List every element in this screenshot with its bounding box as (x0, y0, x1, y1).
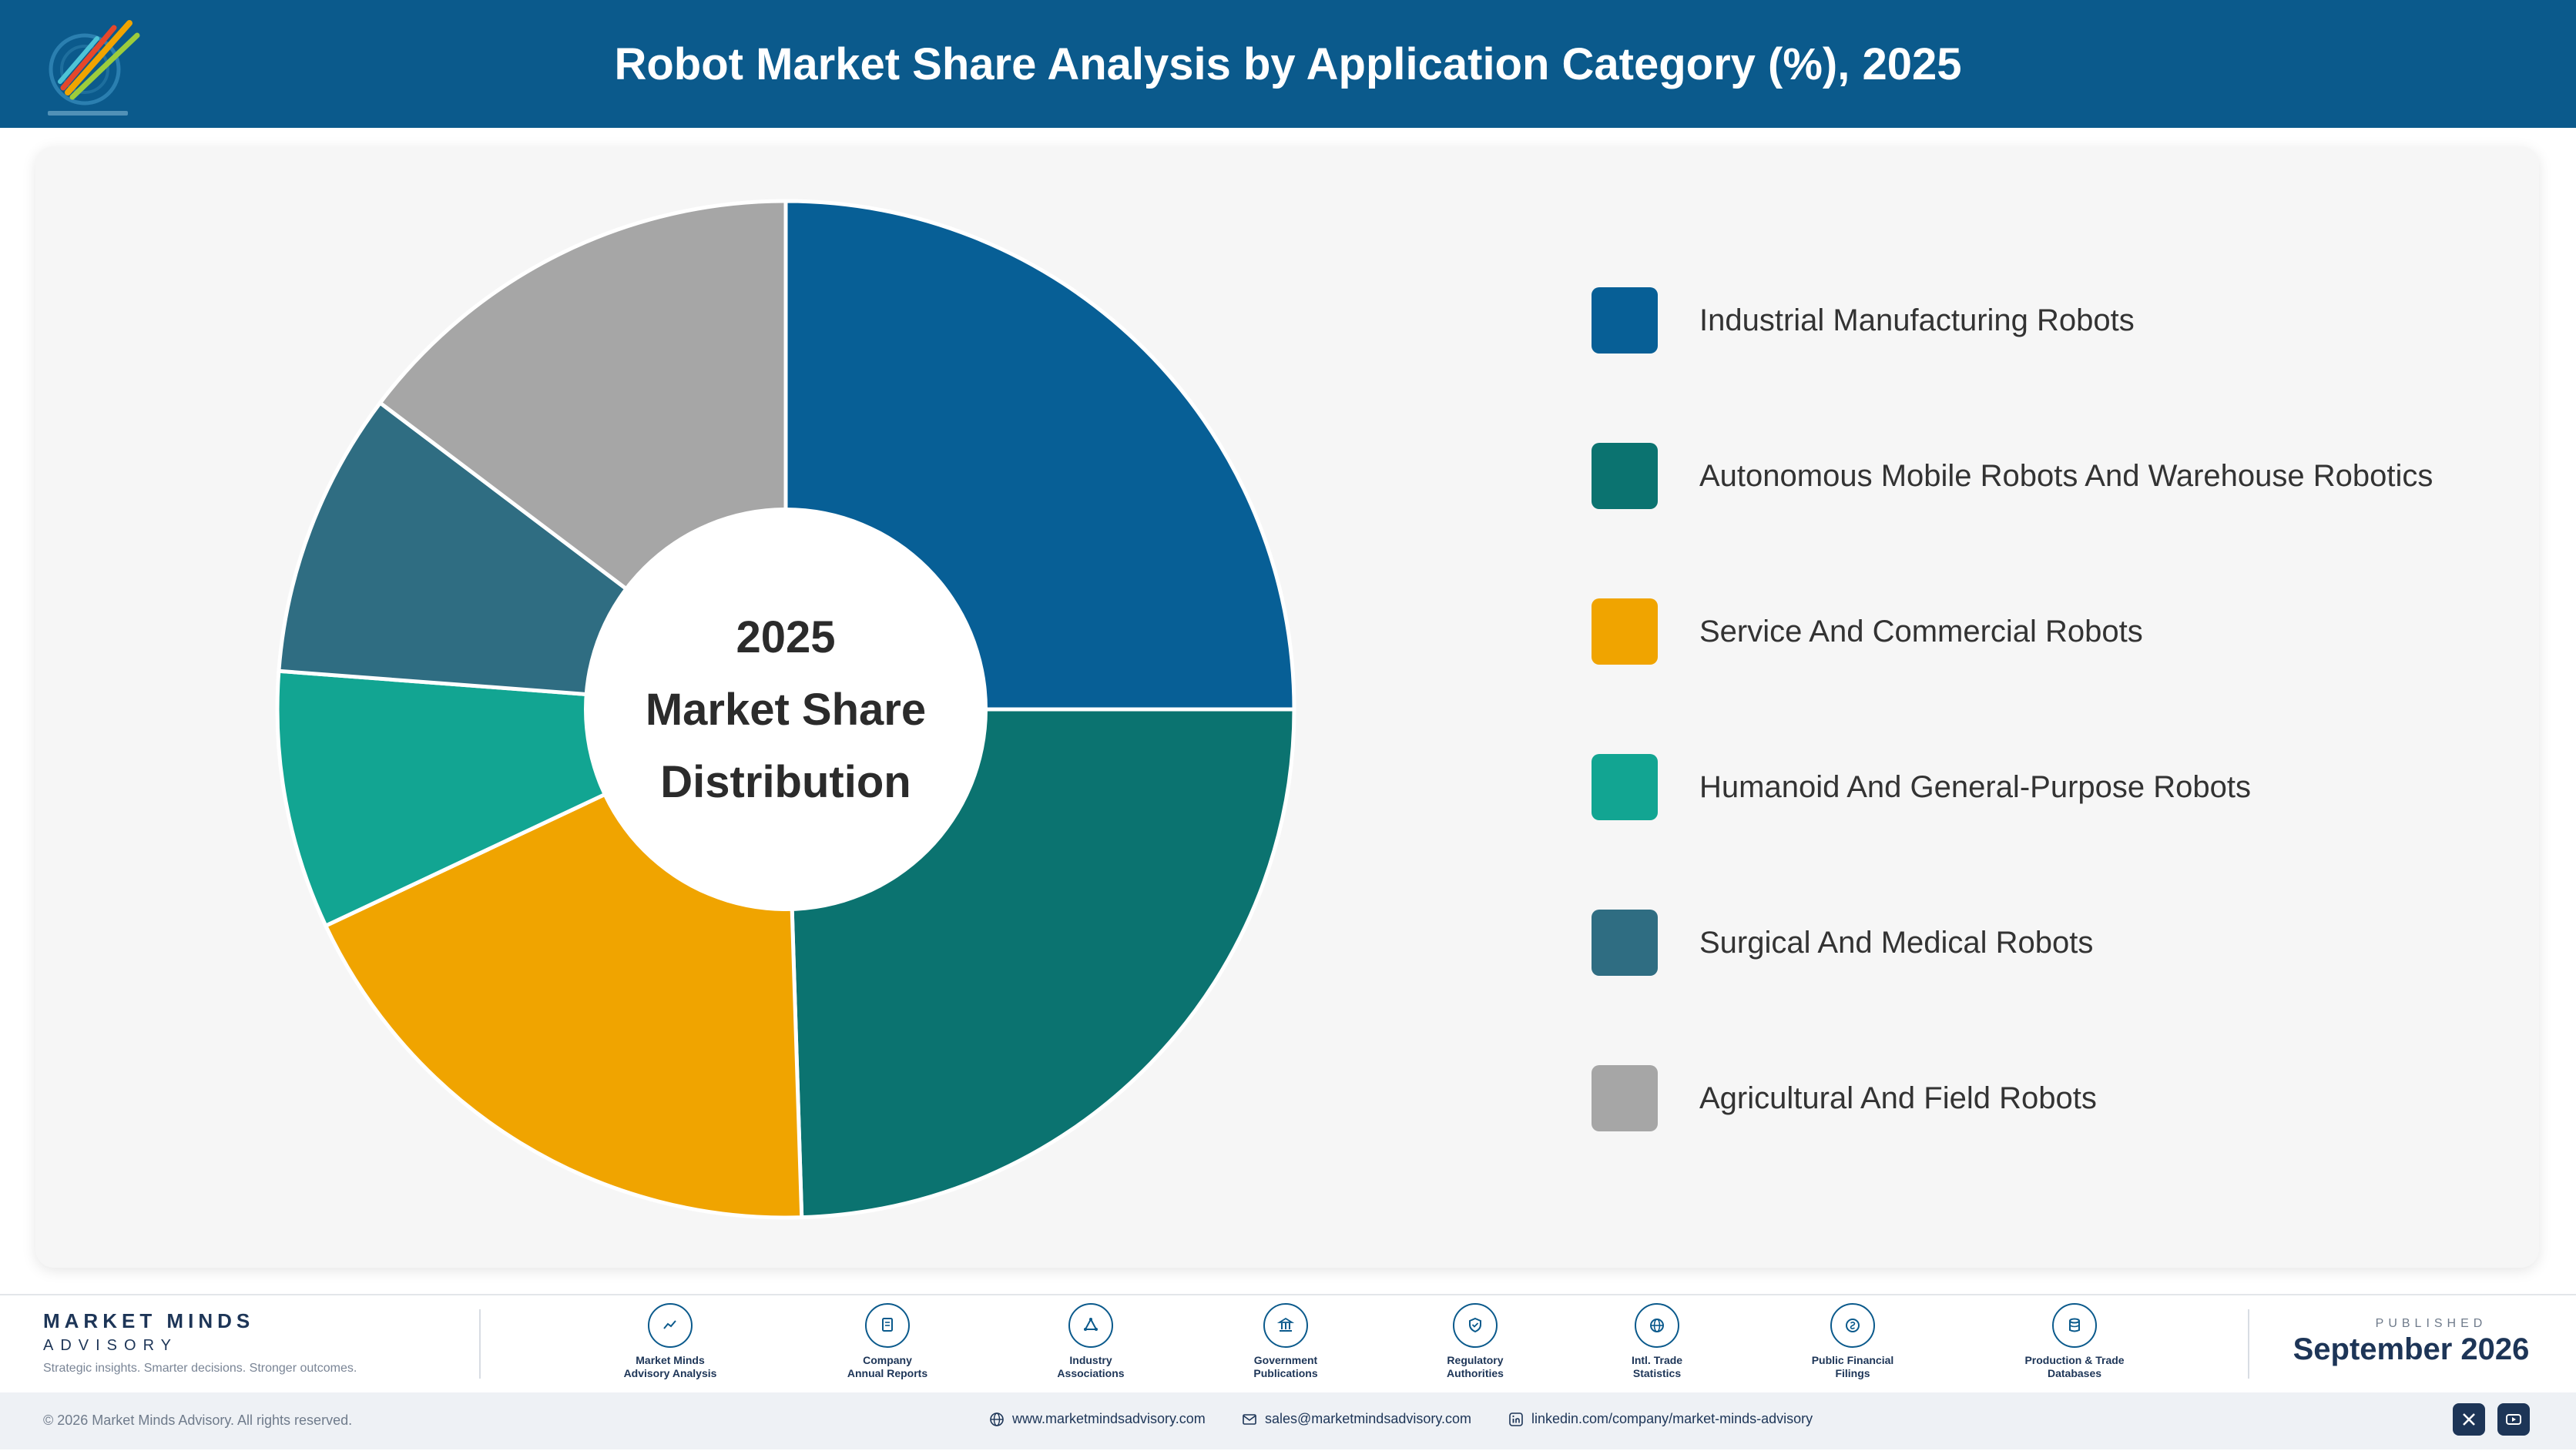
shield-icon (1453, 1303, 1498, 1348)
legend-swatch (1592, 443, 1658, 509)
legend-swatch (1592, 287, 1658, 354)
legend-item: Surgical And Medical Robots (1592, 910, 2093, 976)
legend-swatch (1592, 598, 1658, 665)
data-source-item: Government Publications (1209, 1303, 1363, 1380)
email-text: sales@marketmindsadvisory.com (1265, 1411, 1472, 1426)
linkedin-link[interactable]: linkedin.com/company/market-minds-adviso… (1508, 1411, 1813, 1427)
network-icon (1068, 1303, 1113, 1348)
published-label: PUBLISHED (2375, 1317, 2487, 1330)
data-source-item: Public Financial Filings (1776, 1303, 1930, 1380)
email-link[interactable]: sales@marketmindsadvisory.com (1242, 1411, 1471, 1427)
legend-label: Autonomous Mobile Robots And Warehouse R… (1699, 458, 2433, 493)
published-date: September 2026 (2293, 1332, 2530, 1366)
data-source-label: Public Financial Filings (1811, 1354, 1894, 1379)
legend-label: Service And Commercial Robots (1699, 614, 2143, 648)
linkedin-text: linkedin.com/company/market-minds-adviso… (1531, 1411, 1813, 1426)
footer-brand-subtitle: ADVISORY (43, 1337, 178, 1354)
legend-item: Autonomous Mobile Robots And Warehouse R… (1592, 443, 2433, 509)
legend-label: Agricultural And Field Robots (1699, 1081, 2097, 1115)
globe-icon (990, 1412, 1004, 1426)
copyright-text: © 2026 Market Minds Advisory. All rights… (43, 1412, 353, 1428)
data-source-label: Government Publications (1253, 1354, 1318, 1379)
data-source-label: Industry Associations (1057, 1354, 1125, 1379)
data-source-item: Market Minds Advisory Analysis (593, 1303, 747, 1380)
legend-item: Agricultural And Field Robots (1592, 1065, 2097, 1131)
data-source-label: Market Minds Advisory Analysis (623, 1354, 717, 1379)
website-text: www.marketmindsadvisory.com (1012, 1411, 1206, 1426)
website-link[interactable]: www.marketmindsadvisory.com (989, 1411, 1206, 1427)
legend-label: Surgical And Medical Robots (1699, 925, 2094, 960)
globe-icon (1635, 1303, 1679, 1348)
legend-swatch (1592, 754, 1658, 820)
legend-item: Industrial Manufacturing Robots (1592, 287, 2135, 354)
data-source-item: Production & Trade Databases (1997, 1303, 2152, 1380)
database-icon (2052, 1303, 2097, 1348)
page-title: Robot Market Share Analysis by Applicati… (614, 39, 1962, 89)
footer-tagline: Strategic insights. Smarter decisions. S… (43, 1362, 357, 1375)
data-source-label: Company Annual Reports (847, 1354, 928, 1379)
center-label-line-2: Market Share (646, 685, 926, 735)
document-icon (865, 1303, 910, 1348)
chart-card: 2025 Market Share Distribution Industrial … (35, 146, 2539, 1268)
youtube-icon (2506, 1414, 2521, 1425)
x-icon (2463, 1413, 2475, 1426)
bottom-bar (0, 1392, 2576, 1449)
donut-center (584, 508, 988, 911)
brand-logo-icon (48, 20, 140, 116)
coin-icon (1830, 1303, 1875, 1348)
mail-icon (1243, 1413, 1256, 1425)
legend-swatch (1592, 910, 1658, 976)
center-label-line-1: 2025 (736, 612, 835, 662)
trend-icon (648, 1303, 693, 1348)
footer-divider (2248, 1309, 2249, 1379)
x-social-button[interactable] (2453, 1403, 2485, 1436)
pie-chart: 2025 Market Share Distribution (275, 199, 1296, 1220)
footer-brand-name: MARKET MINDS (43, 1309, 255, 1332)
legend-label: Humanoid And General-Purpose Robots (1699, 769, 2251, 804)
legend-swatch (1592, 1065, 1658, 1131)
youtube-social-button[interactable] (2497, 1403, 2530, 1436)
center-label-line-3: Distribution (660, 757, 911, 807)
data-source-item: Regulatory Authorities (1398, 1303, 1552, 1380)
data-source-item: Industry Associations (1014, 1303, 1168, 1380)
legend-item: Service And Commercial Robots (1592, 598, 2143, 665)
data-source-label: Intl. Trade Statistics (1631, 1354, 1683, 1379)
header-bar: Robot Market Share Analysis by Applicati… (0, 0, 2576, 128)
legend-item: Humanoid And General-Purpose Robots (1592, 754, 2251, 820)
data-source-item: Intl. Trade Statistics (1580, 1303, 1734, 1380)
footer-divider (479, 1309, 481, 1379)
data-source-item: Company Annual Reports (810, 1303, 964, 1380)
data-source-label: Production & Trade Databases (2024, 1354, 2125, 1379)
linkedin-icon (1509, 1412, 1523, 1426)
building-icon (1263, 1303, 1308, 1348)
data-source-label: Regulatory Authorities (1447, 1354, 1504, 1379)
legend-label: Industrial Manufacturing Robots (1699, 303, 2135, 337)
